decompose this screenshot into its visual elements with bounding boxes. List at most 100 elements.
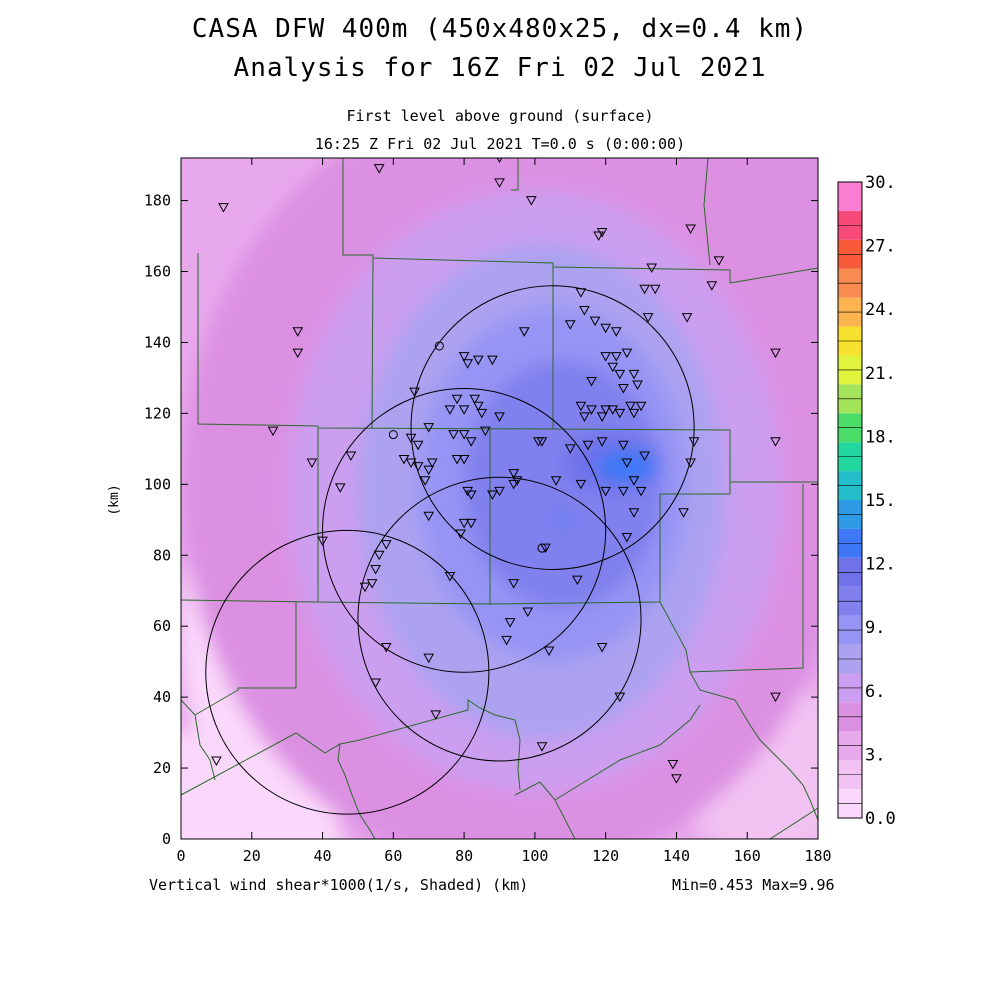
county-line [181, 599, 319, 603]
station-marker [412, 462, 424, 472]
station-marker [639, 284, 650, 295]
y-tick-label: 140 [144, 333, 171, 351]
station-marker [582, 440, 594, 451]
station-marker [596, 412, 608, 422]
colorbar-label: 30. [865, 173, 896, 193]
colorbar-label: 15. [865, 491, 896, 511]
y-tick-label: 40 [153, 688, 171, 706]
station-marker [373, 164, 385, 174]
station-marker [458, 405, 470, 415]
station-marker [218, 203, 229, 213]
colorbar-label: 9. [865, 618, 885, 638]
station-marker [504, 618, 516, 628]
min-max-readout: Min=0.453 Max=9.96 [672, 876, 835, 894]
chart-title-line-2: Analysis for 16Z Fri 02 Jul 2021 [233, 53, 767, 83]
station-markers [211, 158, 781, 784]
station-marker [678, 508, 689, 518]
station-marker [430, 710, 442, 720]
county-line [703, 158, 711, 266]
station-marker [462, 359, 474, 369]
station-marker [423, 423, 435, 433]
county-line [181, 699, 216, 781]
station-marker [685, 224, 696, 234]
radar-rings [205, 285, 695, 815]
x-tick-label: 20 [243, 847, 261, 865]
station-marker [494, 178, 505, 188]
station-marker [632, 380, 643, 391]
station-marker [586, 405, 597, 415]
county-line [769, 807, 818, 839]
county-line [194, 602, 297, 716]
station-marker [586, 376, 597, 387]
station-marker [621, 458, 633, 469]
radar-range-ring [410, 285, 695, 570]
station-marker [334, 483, 346, 493]
station-marker [589, 316, 601, 327]
station-marker [536, 437, 548, 447]
y-tick-label: 180 [144, 192, 171, 210]
station-marker [469, 394, 481, 405]
station-marker [646, 263, 658, 273]
station-marker [618, 384, 629, 394]
station-marker [508, 469, 520, 479]
station-marker [593, 231, 604, 242]
station-marker [628, 508, 640, 518]
station-marker [455, 529, 466, 539]
station-marker [465, 518, 477, 529]
station-marker [448, 430, 459, 440]
station-marker [472, 355, 484, 366]
station-marker [575, 401, 587, 412]
station-marker [621, 533, 633, 543]
plot-frame [180, 157, 819, 840]
station-marker [610, 352, 622, 362]
station-marker [550, 476, 562, 486]
station-marker [628, 476, 640, 486]
station-marker [579, 412, 590, 422]
station-marker [621, 348, 633, 359]
station-marker [487, 355, 498, 366]
station-marker [596, 642, 608, 653]
station-marker [600, 323, 612, 334]
station-marker [770, 348, 781, 359]
station-marker [458, 352, 470, 362]
station-marker [409, 387, 420, 398]
station-marker [543, 646, 555, 657]
colorbar-label: 21. [865, 364, 896, 384]
station-marker [472, 401, 484, 412]
station-marker [465, 490, 477, 500]
radar-range-ring [357, 476, 642, 762]
plot-area [181, 158, 818, 839]
station-marker [508, 579, 520, 589]
station-marker [292, 348, 304, 359]
station-marker [444, 572, 456, 582]
station-marker [607, 405, 619, 415]
county-line [181, 699, 521, 796]
y-tick-label: 0 [162, 830, 171, 848]
station-marker [419, 476, 431, 486]
station-marker [713, 256, 725, 266]
y-axis: 0 20 40 60 80 100 120 140 160 180 [144, 192, 818, 848]
county-line [552, 428, 731, 482]
colorbar-label: 24. [865, 300, 896, 320]
station-marker [649, 284, 661, 295]
station-marker [412, 440, 424, 451]
station-marker [359, 582, 371, 593]
station-marker [614, 692, 626, 703]
station-marker [635, 401, 647, 412]
station-marker [575, 479, 587, 490]
y-axis-label: (km) [107, 484, 122, 515]
y-tick-label: 100 [144, 475, 171, 493]
station-marker [685, 458, 696, 469]
station-marker [458, 430, 470, 440]
station-marker [579, 306, 590, 316]
y-tick-label: 160 [144, 263, 171, 281]
station-marker [494, 412, 505, 422]
station-marker [476, 408, 488, 419]
station-marker [522, 607, 534, 618]
station-marker [572, 575, 583, 586]
chart-subtitle-line-2: 16:25 Z Fri 02 Jul 2021 T=0.0 s (0:00:00… [314, 135, 686, 153]
station-marker [423, 511, 435, 522]
station-marker [292, 327, 304, 337]
station-marker [423, 465, 435, 476]
chart-title-line-1: CASA DFW 400m (450x480x25, dx=0.4 km) [191, 14, 809, 44]
